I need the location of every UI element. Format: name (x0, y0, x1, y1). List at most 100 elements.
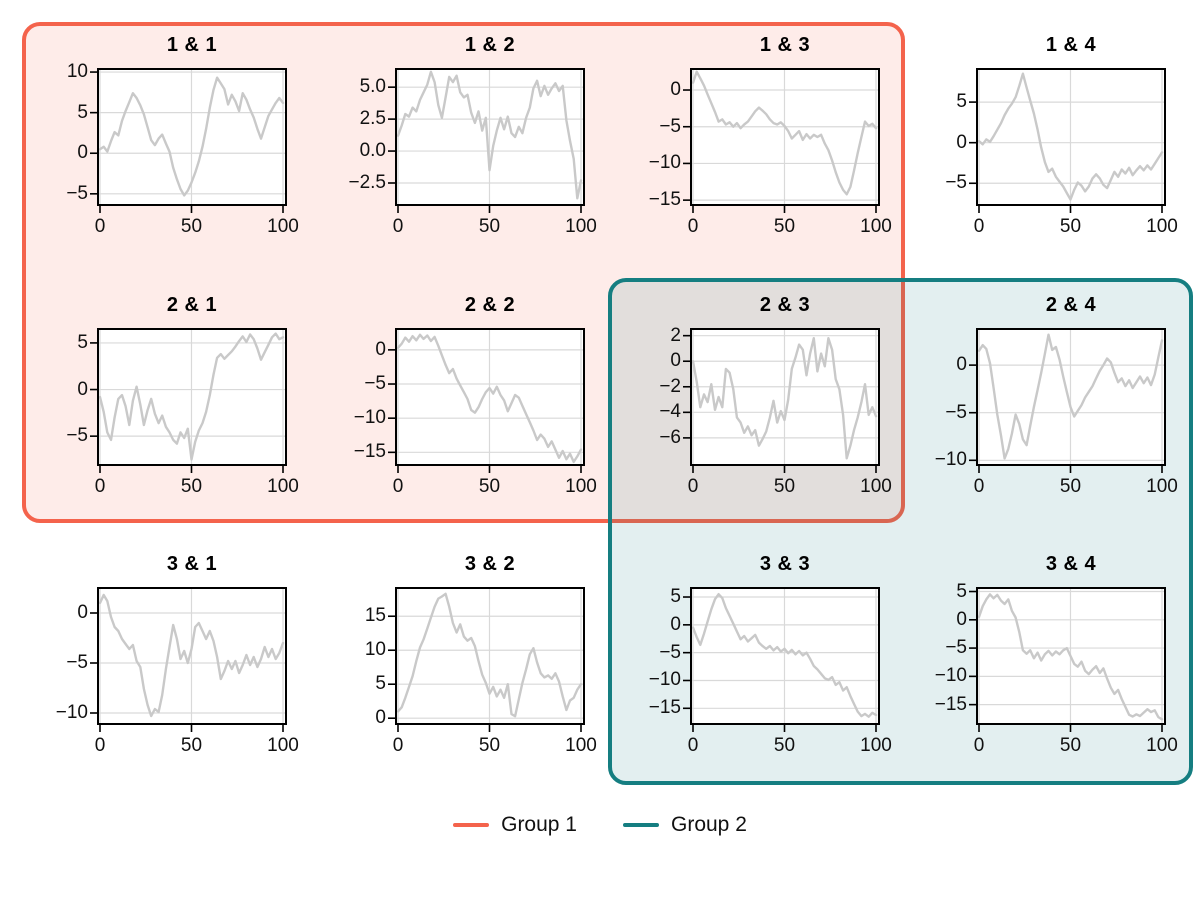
y-tick-label: −10 (934, 449, 967, 471)
x-tick-label: 100 (1146, 476, 1178, 497)
random-walk-line (396, 333, 583, 464)
x-tick-label: 0 (392, 735, 404, 756)
plot-panel (90, 328, 287, 473)
subplot-title: 2 & 4 (1045, 294, 1097, 316)
legend: Group 1 Group 2 (0, 813, 1200, 837)
panel-border (395, 328, 585, 466)
y-tick-label: 5 (77, 101, 88, 123)
y-tick-label: 5 (375, 673, 386, 695)
x-tick-label: 50 (1059, 216, 1082, 237)
x-tick-label: 50 (180, 476, 203, 497)
y-tick-label: 2.5 (359, 108, 386, 130)
x-tick-label: 0 (687, 476, 699, 497)
y-tick-label: −5 (659, 115, 681, 137)
y-tick-label: −2.5 (348, 172, 386, 193)
y-tick-label: 10 (364, 639, 386, 661)
random-walk-line (396, 592, 583, 718)
y-tick-label: 5 (956, 91, 967, 113)
y-tick-label: 15 (364, 605, 386, 627)
subplot-title: 1 & 1 (166, 34, 218, 56)
plot-panel (388, 68, 585, 213)
x-tick-label: 0 (94, 216, 106, 237)
subplot-title: 3 & 4 (1045, 553, 1097, 575)
x-tick-label: 100 (565, 476, 597, 497)
panel-border (690, 328, 880, 466)
x-tick-label: 50 (478, 216, 501, 237)
legend-item-group2: Group 2 (623, 813, 747, 837)
random-walk-line (98, 76, 285, 197)
panel-border (690, 587, 880, 725)
subplot-title: 3 & 3 (759, 553, 811, 575)
subplot-1-4: 1 & 4 5 0 −5 0 50 100 (906, 32, 1178, 244)
random-walk-line (98, 332, 285, 461)
x-tick-label: 100 (267, 216, 299, 237)
y-tick-label: −4 (659, 401, 681, 423)
plot-panel (969, 68, 1166, 213)
random-walk-line (691, 592, 878, 718)
subplot-3-2: 3 & 2 15 10 5 0 0 50 100 (325, 551, 597, 763)
y-tick-label: 10 (66, 61, 88, 83)
legend-item-group1: Group 1 (453, 813, 577, 837)
subplot-3-4: 3 & 4 5 0 −5 −10 −15 0 50 100 (906, 551, 1178, 763)
y-tick-label: −10 (353, 407, 386, 429)
x-tick-label: 100 (267, 476, 299, 497)
plot-panel (90, 587, 287, 732)
y-tick-label: −2 (659, 375, 681, 397)
y-tick-label: −5 (659, 641, 681, 663)
random-walk-line (691, 70, 878, 196)
x-tick-label: 50 (1059, 476, 1082, 497)
subplot-title: 1 & 4 (1045, 34, 1097, 56)
y-tick-label: −10 (648, 669, 681, 691)
subplot-3-1: 3 & 1 0 −5 −10 0 50 100 (27, 551, 299, 763)
y-tick-label: 5 (77, 331, 88, 353)
y-tick-label: −5 (66, 652, 88, 673)
panel-border (97, 68, 287, 206)
x-tick-label: 50 (773, 476, 796, 497)
x-tick-label: 50 (478, 735, 501, 756)
y-tick-label: −5 (945, 637, 967, 659)
y-tick-label: 0 (375, 707, 386, 729)
subplot-2-1: 2 & 1 5 0 −5 0 50 100 (27, 292, 299, 504)
y-tick-label: −6 (659, 426, 681, 448)
panel-border (976, 328, 1166, 466)
subplot-1-1: 1 & 1 10 5 0 −5 0 50 100 (27, 32, 299, 244)
plot-panel (683, 68, 880, 213)
plot-panel (969, 587, 1166, 732)
x-tick-label: 50 (478, 476, 501, 497)
x-tick-label: 0 (687, 735, 699, 756)
y-tick-label: 2 (670, 324, 681, 346)
random-walk-line (396, 70, 583, 200)
x-tick-label: 100 (1146, 735, 1178, 756)
y-tick-label: 0.0 (359, 140, 386, 162)
subplot-2-4: 2 & 4 0 −5 −10 0 50 100 (906, 292, 1178, 504)
y-tick-label: −10 (934, 665, 967, 687)
x-tick-label: 100 (860, 216, 892, 237)
x-tick-label: 0 (973, 476, 985, 497)
subplot-2-3: 2 & 3 2 0 −2 −4 −6 0 50 100 (620, 292, 892, 504)
y-tick-label: −5 (945, 401, 967, 423)
y-tick-label: −10 (648, 152, 681, 174)
legend-label-group1: Group 1 (501, 813, 577, 836)
plot-panel (683, 587, 880, 732)
y-tick-label: −5 (945, 172, 967, 194)
y-tick-label: 0 (670, 79, 681, 101)
plot-panel (969, 328, 1166, 473)
y-tick-label: −10 (55, 702, 88, 723)
x-tick-label: 0 (687, 216, 699, 237)
x-tick-label: 0 (392, 476, 404, 497)
x-tick-label: 100 (267, 735, 299, 756)
x-tick-label: 0 (94, 735, 106, 756)
y-tick-label: 0 (670, 613, 681, 635)
group1-line-swatch (453, 823, 490, 827)
x-tick-label: 100 (860, 735, 892, 756)
subplot-1-2: 1 & 2 5.0 2.5 0.0 −2.5 0 50 100 (325, 32, 596, 244)
x-tick-label: 50 (773, 735, 796, 756)
x-tick-label: 50 (773, 216, 796, 237)
panel-border (976, 587, 1166, 725)
y-tick-label: 5 (670, 586, 681, 608)
plot-panel (388, 328, 585, 473)
subplot-title: 1 & 3 (759, 34, 811, 56)
subplot-title: 2 & 2 (464, 294, 516, 316)
x-tick-label: 50 (180, 735, 203, 756)
